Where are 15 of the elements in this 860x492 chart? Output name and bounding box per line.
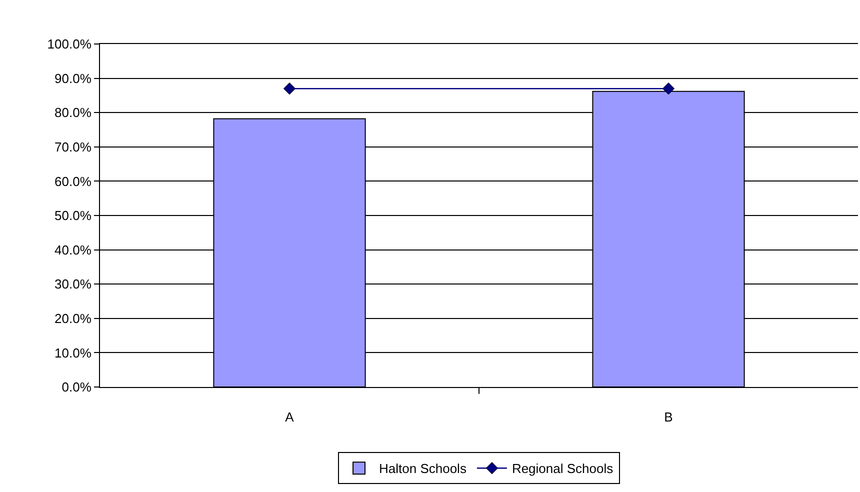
y-tick-label: 70.0% <box>54 139 92 154</box>
y-tick-label: 60.0% <box>54 174 92 189</box>
y-tick-label: 10.0% <box>54 345 92 360</box>
y-tick-label: 90.0% <box>54 70 92 86</box>
x-tick-label: B <box>664 410 673 425</box>
y-tick-label: 40.0% <box>54 242 92 258</box>
y-tick-label: 80.0% <box>54 105 92 120</box>
legend-label: Regional Schools <box>512 461 614 476</box>
legend-label: Halton Schools <box>379 461 467 476</box>
y-tick-label: 50.0% <box>54 208 92 224</box>
y-tick-label: 0.0% <box>62 380 92 395</box>
x-tick-label: A <box>285 410 294 425</box>
y-tick-label: 100.0% <box>47 36 92 52</box>
y-tick-label: 20.0% <box>54 310 92 326</box>
y-tick-label: 30.0% <box>54 276 92 292</box>
